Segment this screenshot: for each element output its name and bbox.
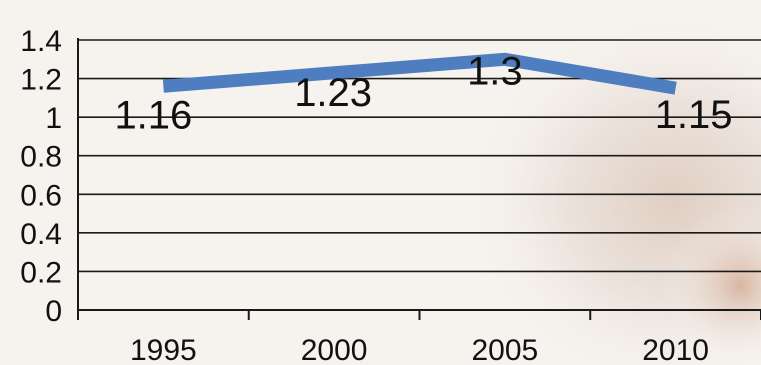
- series-line-0: [162, 52, 677, 95]
- data-label: 1.3: [467, 49, 523, 93]
- x-tick-label: 1995: [130, 334, 197, 365]
- x-tick-label: 2005: [472, 334, 539, 365]
- x-tick-label: 2010: [642, 334, 709, 365]
- y-tick-label: 1.4: [20, 25, 62, 58]
- y-tick-label: 0: [45, 295, 62, 328]
- data-label: 1.23: [294, 71, 372, 115]
- y-tick-label: 0.6: [20, 179, 62, 212]
- y-tick-label: 0.2: [20, 256, 62, 289]
- data-label: 1.15: [655, 93, 733, 137]
- y-tick-label: 0.4: [20, 218, 62, 251]
- x-tick-label: 2000: [301, 334, 368, 365]
- y-tick-label: 1.2: [20, 64, 62, 97]
- data-label: 1.16: [114, 93, 192, 137]
- y-tick-label: 1: [45, 102, 62, 135]
- y-tick-label: 0.8: [20, 141, 62, 174]
